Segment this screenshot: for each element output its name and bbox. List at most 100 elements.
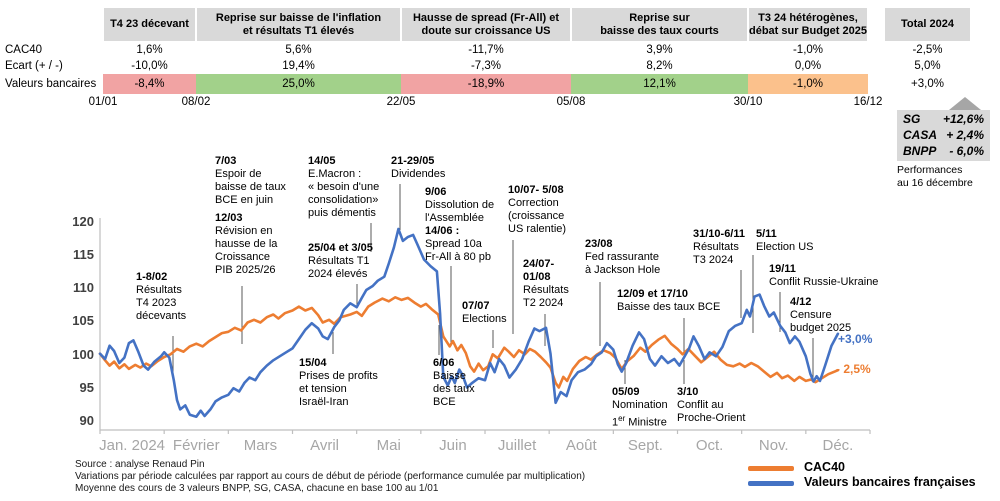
annotation-elections: 07/07 Elections	[462, 300, 507, 326]
annotation-line: Correction	[508, 197, 559, 209]
annotation-dissolution-spread: 9/06 Dissolution de l'Assemblée 14/06 : Spre…	[425, 186, 494, 264]
banks-legend-swatch	[748, 481, 794, 486]
banks-value-cell: 25,0%	[196, 74, 401, 94]
annotation-line: 19/11	[769, 263, 796, 275]
y-axis-label: 95	[79, 379, 94, 395]
period-header-cell: Reprise sur baisse des taux courts	[572, 8, 747, 41]
period-header-cell: Reprise sur baisse de l'inflation et rés…	[197, 8, 400, 41]
annotation-line: 12/03	[215, 212, 243, 224]
y-axis-label: 110	[73, 280, 94, 296]
annotation-line: BCE en juin	[215, 194, 274, 206]
cac40-value-cell: 1,6%	[136, 44, 163, 56]
annotation-line: 05/09	[612, 386, 640, 398]
annotation-line: 1er Ministre	[612, 412, 668, 430]
annotation-line: Résultats	[136, 284, 182, 296]
cac40-line	[98, 295, 840, 389]
footnote-line: Moyenne des cours de 3 valeurs BNPP, SG,…	[75, 483, 439, 494]
annotation-line: 14/05	[308, 155, 336, 167]
ecart-value-cell: 8,2%	[646, 60, 673, 72]
annotation-line: Censure	[790, 309, 832, 321]
y-axis-label: 90	[79, 412, 94, 428]
banks-value-cell: -8,4%	[103, 74, 196, 94]
period-date-label: 30/10	[733, 96, 763, 108]
annotation-resultats-t2: 24/07- 01/08 Résultats T2 2024	[523, 258, 569, 310]
annotation-line: Baisse des taux BCE	[617, 301, 721, 313]
annotation-line: (croissance	[508, 210, 565, 222]
annotation-line: Fed rassurante	[585, 251, 659, 263]
perf-row: BNPP - 6,0%	[897, 143, 990, 159]
annotation-line: BCE	[433, 396, 456, 408]
perf-value: +12,6%	[942, 112, 984, 126]
annotation-line: l'Assemblée	[425, 212, 484, 224]
banks-value-cell: -18,9%	[401, 74, 571, 94]
cac40-legend-swatch	[748, 466, 794, 471]
annotation-line: 31/10-6/11	[693, 228, 745, 240]
month-label: Juillet	[497, 437, 537, 454]
annotation-correction-us: 10/07- 5/08 Correction (croissance US ralen…	[508, 184, 566, 236]
y-axis-label: 105	[72, 313, 94, 329]
annotation-line: Conflit au	[677, 399, 724, 411]
total-header-cell: Total 2024	[885, 8, 970, 41]
annotation-line: 24/07-	[523, 258, 555, 270]
ecart-value-cell: 0,0%	[794, 60, 822, 72]
total-banks-cell: +3,0%	[911, 78, 944, 90]
period-header-cell: T4 23 décevant	[104, 8, 195, 41]
annotation-baisse-taux-bce-juin: 6/06 Baisse des taux BCE	[433, 357, 475, 409]
annotation-line: Résultats	[523, 284, 569, 296]
annotation-line: T4 2023	[136, 297, 177, 309]
perf-value: + 2,4%	[946, 128, 984, 142]
period-date-label: 22/05	[386, 96, 416, 108]
annotation-line: 12/09 et 17/10	[617, 288, 688, 300]
annotation-line: décevants	[136, 310, 187, 322]
banks-end-label: +3,0%	[838, 332, 873, 346]
annotation-line: Dividendes	[391, 168, 446, 180]
annotation-line: 15/04	[299, 357, 327, 369]
footnotes: Source : analyse Renaud Pin Variations pa…	[75, 459, 585, 495]
month-label: Oct.	[695, 437, 724, 454]
annotation-line: E.Macron :	[308, 168, 362, 180]
month-label: Sept.	[627, 437, 663, 454]
annotation-line: T2 2024	[523, 297, 564, 309]
annotation-superscript: er	[618, 414, 626, 423]
annotation-line: Résultats T1	[308, 255, 370, 267]
table-row-label: CAC40	[5, 44, 43, 56]
annotation-line: 07/07	[462, 300, 490, 312]
perf-caption-line1: Performances	[897, 164, 963, 176]
annotation-conflit-russie-ukraine: 19/11 Conflit Russie-Ukraine	[769, 263, 878, 289]
annotation-espoir-baisse-bce: 7/03 Espoir de baisse de taux BCE en juin	[215, 155, 286, 207]
annotation-line: Révision en	[215, 225, 273, 237]
annotation-line: baisse de taux	[215, 181, 286, 193]
annotation-fed-jackson-hole: 23/08 Fed rassurante à Jackson Hole	[585, 238, 660, 277]
annotation-line: à Jackson Hole	[585, 264, 661, 276]
annotation-line: 1-8/02	[136, 271, 168, 283]
month-label: Nov.	[758, 437, 789, 454]
annotation-line: Résultats	[693, 241, 739, 253]
annotation-line: Conflit Russie-Ukraine	[769, 276, 879, 288]
annotation-nomination-ministre: 05/09 Nomination 1er Ministre	[612, 386, 668, 430]
annotation-line: Baisse	[433, 370, 467, 382]
ecart-value-cell: 19,4%	[282, 60, 315, 72]
month-label: Avril	[310, 437, 340, 454]
annotation-censure-budget: 4/12 Censure budget 2025	[790, 296, 851, 335]
legend-label: CAC40	[804, 460, 845, 474]
performance-table: CAC40 Ecart (+ / -) Valeurs bancaires T4 23…	[0, 0, 1000, 115]
month-label: Février	[172, 437, 220, 454]
footnote-line: Variations par période calculées par rap…	[75, 471, 586, 482]
perf-row: SG +12,6%	[897, 111, 990, 127]
annotation-line: PIB 2025/26	[215, 264, 276, 276]
annotation-line: Elections	[462, 313, 507, 325]
perf-caption: Performances au 16 décembre	[897, 164, 997, 190]
footnote-line: Source : analyse Renaud Pin	[75, 459, 205, 470]
annotation-line: Espoir de	[215, 168, 262, 180]
annotation-conflit-proche-orient: 3/10 Conflit au Proche-Orient	[677, 386, 745, 425]
period-date-label: 05/08	[556, 96, 586, 108]
annotation-line: Fr-All à 80 pb	[425, 251, 492, 263]
annotation-line: hausse de la	[215, 238, 278, 250]
annotation-macron-consolidation: 14/05 E.Macron : « besoin d'une consolidati…	[308, 155, 379, 220]
table-row-label: Ecart (+ / -)	[5, 60, 63, 72]
annotation-line: Dissolution de	[425, 199, 495, 211]
annotation-election-us: 5/11 Election US	[756, 228, 813, 254]
month-label: Mars	[243, 437, 278, 454]
annotation-line: 7/03	[215, 155, 237, 167]
